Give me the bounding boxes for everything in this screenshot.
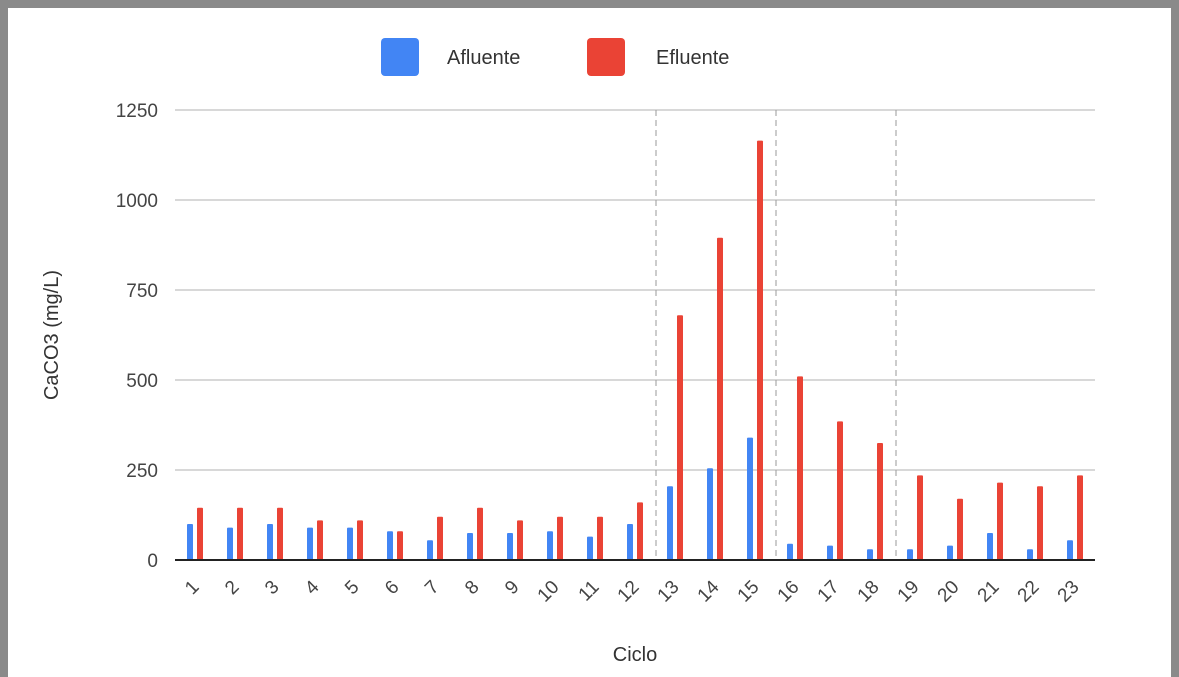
bar-afluente [787, 543, 793, 560]
bar-afluente [987, 533, 993, 560]
bar-afluente [907, 549, 913, 560]
bar-afluente [427, 540, 433, 560]
bar-efluente [357, 520, 363, 560]
y-tick-label: 1000 [116, 191, 158, 212]
legend-swatch [381, 38, 419, 76]
bar-efluente [877, 443, 883, 560]
y-tick-label: 250 [126, 461, 158, 482]
bar-afluente [947, 545, 953, 560]
bar-efluente [397, 531, 403, 560]
bar-afluente [307, 527, 313, 560]
bar-afluente [667, 486, 673, 560]
x-tick-label: 10 [534, 577, 564, 607]
bar-afluente [467, 533, 473, 560]
divider-lines [655, 110, 897, 560]
bar-afluente [387, 531, 393, 560]
x-tick-label: 21 [974, 577, 1004, 607]
x-tick-label: 19 [894, 577, 924, 607]
legend-label: Afluente [447, 47, 520, 69]
bar-afluente [187, 524, 193, 560]
x-tick-label: 11 [575, 577, 604, 606]
y-tick-label: 0 [147, 551, 158, 572]
x-tick-label: 8 [461, 577, 483, 599]
bar-efluente [757, 140, 763, 560]
legend-swatch [587, 38, 625, 76]
x-tick-label: 22 [1014, 577, 1044, 607]
x-tick-label: 9 [501, 577, 523, 599]
bar-efluente [917, 475, 923, 560]
legend-label: Efluente [656, 47, 729, 69]
x-tick-label: 6 [381, 577, 403, 599]
x-tick-label: 23 [1054, 577, 1084, 607]
bar-efluente [237, 507, 243, 560]
y-tick-label: 500 [126, 371, 158, 392]
bar-afluente [347, 527, 353, 560]
bar-afluente [547, 531, 553, 560]
bar-afluente [747, 437, 753, 560]
x-tick-label: 18 [854, 577, 884, 607]
bar-efluente [717, 237, 723, 561]
bar-efluente [437, 516, 443, 560]
x-tick-label: 2 [221, 577, 243, 599]
bar-efluente [317, 520, 323, 560]
bar-efluente [637, 502, 643, 560]
bar-afluente [627, 524, 633, 560]
bar-efluente [957, 498, 963, 560]
bar-afluente [1027, 549, 1033, 560]
bar-afluente [267, 524, 273, 560]
bar-efluente [517, 520, 523, 560]
x-tick-label: 16 [774, 577, 804, 607]
y-tick-label: 1250 [116, 101, 158, 122]
x-axis-title: Ciclo [613, 644, 657, 666]
x-tick-label: 13 [654, 577, 684, 607]
legend: Afluente Efluente [381, 38, 729, 76]
x-tick-label: 1 [181, 577, 203, 599]
x-tick-label: 14 [694, 576, 724, 606]
bar-afluente [227, 527, 233, 560]
bar-afluente [827, 545, 833, 560]
x-tick-label: 5 [341, 577, 363, 599]
bar-efluente [1077, 475, 1083, 560]
bar-efluente [997, 482, 1003, 560]
y-axis-title: CaCO3 (mg/L) [41, 270, 63, 400]
gridlines [175, 109, 1095, 471]
bar-efluente [837, 421, 843, 560]
x-tick-label: 12 [614, 577, 644, 607]
x-tick-label: 17 [814, 577, 844, 607]
bar-efluente [277, 507, 283, 560]
bar-efluente [597, 516, 603, 560]
bar-afluente [707, 468, 713, 560]
bar-efluente [797, 376, 803, 560]
y-tick-label: 750 [126, 281, 158, 302]
x-tick-label: 4 [301, 576, 324, 599]
x-tick-label: 7 [421, 577, 443, 599]
bar-afluente [1067, 540, 1073, 560]
x-tick-label: 15 [734, 577, 764, 607]
bar-efluente [1037, 486, 1043, 560]
x-tick-labels: 1 2 3 4 5 6 7 8 9 10 11 12 13 14 15 16 17 18 19 20 21 22 23 [181, 576, 1083, 606]
x-tick-label: 20 [934, 577, 964, 607]
bar-efluente [677, 315, 683, 560]
bar-afluente [587, 536, 593, 560]
x-tick-label: 3 [261, 577, 283, 599]
bar-efluente [557, 516, 563, 560]
bar-efluente [477, 507, 483, 560]
bars [187, 140, 1083, 561]
bar-efluente [197, 507, 203, 560]
bar-afluente [867, 549, 873, 560]
y-tick-labels: 0 250 500 750 1000 1250 [116, 101, 158, 572]
bar-afluente [507, 533, 513, 560]
